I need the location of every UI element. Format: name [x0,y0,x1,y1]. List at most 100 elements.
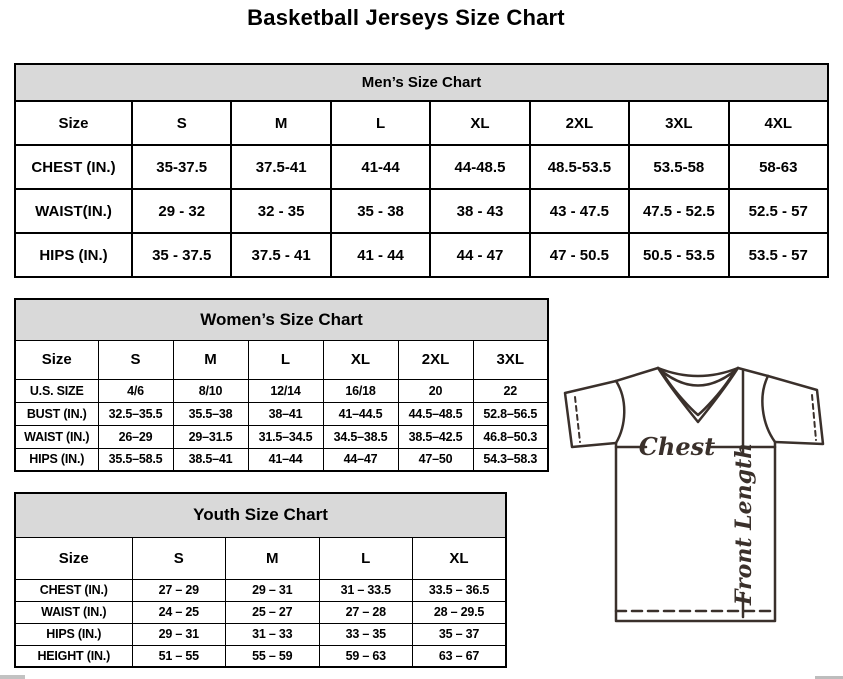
womens-col-l: L [247,339,324,380]
youth-size-chart-table: Youth Size Chart Size S M L XL CHEST (IN… [14,492,507,668]
cell-value: 51 – 55 [131,644,226,668]
youth-size-header: Size [14,536,133,580]
cell-value: 32 - 35 [230,188,332,234]
womens-col-3xl: 3XL [472,339,549,380]
cell-value: 41-44 [329,144,432,190]
row-label: HIPS (IN.) [14,622,133,646]
row-label: WAIST (IN.) [14,600,133,624]
row-label: HIPS (IN.) [14,447,99,472]
cell-value: 35.5–38 [172,401,249,426]
left-cuff-dashed-line [574,396,581,443]
cell-value: 28 – 29.5 [412,600,507,624]
cell-value: 31 – 33 [225,622,320,646]
cell-value: 47 - 50.5 [528,232,631,278]
mens-col-l: L [329,100,432,146]
right-armhole-seam [761,374,777,444]
cell-value: 58-63 [727,144,830,190]
cell-value: 54.3–58.3 [472,447,549,472]
cell-value: 44.5–48.5 [397,401,474,426]
youth-col-m: M [225,536,320,580]
cell-value: 29 – 31 [225,578,320,602]
cell-value: 12/14 [247,378,324,403]
row-label: CHEST (IN.) [14,578,133,602]
cell-value: 53.5-58 [628,144,730,190]
cell-value: 43 - 47.5 [528,188,631,234]
cell-value: 47–50 [397,447,474,472]
cell-value: 31.5–34.5 [247,424,324,449]
mens-col-m: M [230,100,332,146]
cell-value: 22 [472,378,549,403]
cell-value: 53.5 - 57 [727,232,830,278]
cell-value: 35 - 37.5 [130,232,233,278]
cell-value: 8/10 [172,378,249,403]
row-label: U.S. SIZE [14,378,99,403]
jersey-measurement-diagram: Chest Front Length [563,366,825,623]
right-sleeve [766,374,825,446]
cell-value: 63 – 67 [412,644,507,668]
cell-value: 34.5–38.5 [322,424,399,449]
cell-value: 38.5–42.5 [397,424,474,449]
cell-value: 37.5-41 [230,144,332,190]
mens-size-chart-table: Men’s Size Chart Size S M L XL 2XL 3XL 4… [14,63,830,278]
cell-value: 35 - 38 [329,188,432,234]
front-length-label: Front Length [731,443,757,606]
row-label: HEIGHT (IN.) [14,644,133,668]
cell-value: 27 – 28 [318,600,413,624]
cell-value: 26–29 [97,424,174,449]
mens-col-xl: XL [429,100,531,146]
youth-col-l: L [318,536,413,580]
cell-value: 44-48.5 [429,144,531,190]
mens-col-3xl: 3XL [628,100,730,146]
row-label: BUST (IN.) [14,401,99,426]
cell-value: 38–41 [247,401,324,426]
youth-col-xl: XL [412,536,507,580]
womens-col-2xl: 2XL [397,339,474,380]
cell-value: 4/6 [97,378,174,403]
cell-value: 33.5 – 36.5 [412,578,507,602]
mens-col-4xl: 4XL [727,100,830,146]
cell-value: 38 - 43 [429,188,531,234]
scrollbar-fragment-left[interactable] [0,675,25,679]
chest-label: Chest [639,432,715,461]
scrollbar-fragment-right[interactable] [815,676,843,679]
row-label: WAIST(IN.) [14,188,133,234]
cell-value: 29 - 32 [130,188,233,234]
cell-value: 20 [397,378,474,403]
left-armhole-seam [614,379,626,445]
womens-col-s: S [97,339,174,380]
left-sleeve [563,379,618,449]
cell-value: 44 - 47 [429,232,531,278]
row-label: HIPS (IN.) [14,232,133,278]
cell-value: 24 – 25 [131,600,226,624]
cell-value: 29–31.5 [172,424,249,449]
cell-value: 41 - 44 [329,232,432,278]
v-neck-collar [656,366,740,424]
cell-value: 38.5–41 [172,447,249,472]
right-shoulder [736,366,770,378]
cell-value: 35 – 37 [412,622,507,646]
left-shoulder [614,366,660,383]
mens-chart-title: Men’s Size Chart [14,63,829,102]
jersey-outline [563,366,825,623]
page-title: Basketball Jerseys Size Chart [247,5,565,30]
cell-value: 48.5-53.5 [528,144,631,190]
cell-value: 32.5–35.5 [97,401,174,426]
cell-value: 41–44 [247,447,324,472]
cell-value: 50.5 - 53.5 [628,232,730,278]
womens-col-xl: XL [322,339,399,380]
cell-value: 27 – 29 [131,578,226,602]
youth-col-s: S [131,536,226,580]
womens-size-chart-table: Women’s Size Chart Size S M L XL 2XL 3XL… [14,298,549,472]
mens-col-2xl: 2XL [528,100,631,146]
mens-size-header: Size [14,100,133,146]
cell-value: 41–44.5 [322,401,399,426]
cell-value: 35.5–58.5 [97,447,174,472]
cell-value: 47.5 - 52.5 [628,188,730,234]
womens-chart-title: Women’s Size Chart [14,298,549,341]
cell-value: 46.8–50.3 [472,424,549,449]
cell-value: 31 – 33.5 [318,578,413,602]
cell-value: 59 – 63 [318,644,413,668]
cell-value: 33 – 35 [318,622,413,646]
cell-value: 44–47 [322,447,399,472]
